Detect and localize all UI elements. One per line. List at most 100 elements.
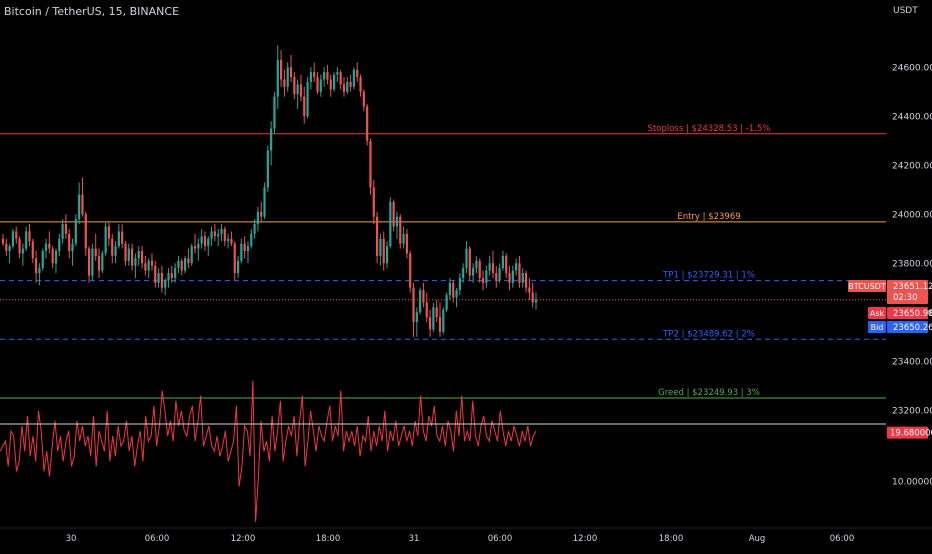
candle[interactable] xyxy=(177,255,180,274)
candle[interactable] xyxy=(61,219,64,244)
candle[interactable] xyxy=(44,238,48,259)
candle[interactable] xyxy=(121,224,124,249)
candle[interactable] xyxy=(359,74,362,97)
candle[interactable] xyxy=(366,104,369,146)
candle[interactable] xyxy=(243,236,246,259)
candle[interactable] xyxy=(51,246,54,269)
candle[interactable] xyxy=(412,282,415,337)
candle[interactable] xyxy=(35,251,38,283)
candle[interactable] xyxy=(448,277,452,300)
candle[interactable] xyxy=(58,233,61,256)
candle[interactable] xyxy=(279,50,283,87)
candle[interactable] xyxy=(174,263,177,283)
candle[interactable] xyxy=(71,238,74,266)
candle[interactable] xyxy=(74,214,77,247)
candle[interactable] xyxy=(303,86,306,124)
candle[interactable] xyxy=(508,265,511,291)
candle[interactable] xyxy=(38,263,41,286)
candle[interactable] xyxy=(270,121,273,166)
candle[interactable] xyxy=(306,77,309,119)
candle[interactable] xyxy=(491,251,495,278)
candle[interactable] xyxy=(485,265,488,288)
candle[interactable] xyxy=(217,228,220,247)
candle[interactable] xyxy=(15,226,18,244)
candle[interactable] xyxy=(160,265,164,293)
candle[interactable] xyxy=(286,62,289,92)
candle[interactable] xyxy=(150,253,154,271)
candle[interactable] xyxy=(528,277,531,300)
candle[interactable] xyxy=(432,302,435,332)
candle[interactable] xyxy=(180,258,183,276)
candle[interactable] xyxy=(210,226,213,247)
candle[interactable] xyxy=(475,255,478,274)
candle[interactable] xyxy=(468,246,471,281)
candle[interactable] xyxy=(21,243,24,266)
candle[interactable] xyxy=(524,270,528,293)
candle[interactable] xyxy=(316,72,319,95)
candle[interactable] xyxy=(18,236,21,259)
candle[interactable] xyxy=(346,77,349,95)
candle[interactable] xyxy=(140,246,144,269)
candle[interactable] xyxy=(299,74,303,102)
candle[interactable] xyxy=(236,255,240,278)
candle[interactable] xyxy=(183,255,187,274)
candle[interactable] xyxy=(11,228,15,249)
candle[interactable] xyxy=(399,214,402,249)
candle[interactable] xyxy=(240,238,243,264)
candle[interactable] xyxy=(409,251,412,293)
candle[interactable] xyxy=(68,228,71,259)
candle[interactable] xyxy=(250,228,253,249)
candle[interactable] xyxy=(87,246,91,283)
candle[interactable] xyxy=(481,270,485,291)
candle[interactable] xyxy=(147,258,150,278)
candle[interactable] xyxy=(425,292,428,323)
candle[interactable] xyxy=(263,182,266,220)
candle[interactable] xyxy=(385,241,389,269)
candle[interactable] xyxy=(233,241,236,281)
candle[interactable] xyxy=(362,89,365,112)
candle[interactable] xyxy=(395,211,399,239)
candle[interactable] xyxy=(511,265,514,288)
candle[interactable] xyxy=(319,74,322,97)
candle[interactable] xyxy=(488,255,491,276)
candle[interactable] xyxy=(253,219,256,239)
candle[interactable] xyxy=(293,72,296,100)
candle[interactable] xyxy=(193,233,197,254)
candle[interactable] xyxy=(442,307,445,335)
candle[interactable] xyxy=(107,221,111,247)
candle[interactable] xyxy=(518,255,521,288)
candle[interactable] xyxy=(313,62,316,82)
candle[interactable] xyxy=(283,69,286,97)
candle[interactable] xyxy=(465,241,468,274)
candle[interactable] xyxy=(515,258,518,276)
candle[interactable] xyxy=(534,292,538,310)
candle[interactable] xyxy=(1,233,5,247)
candle[interactable] xyxy=(197,238,200,261)
candle[interactable] xyxy=(137,246,140,266)
candle[interactable] xyxy=(455,287,458,308)
candles-layer[interactable] xyxy=(1,45,538,337)
candle[interactable] xyxy=(81,177,84,217)
candle[interactable] xyxy=(372,179,375,225)
candle[interactable] xyxy=(332,72,336,92)
candle[interactable] xyxy=(64,214,68,239)
candle[interactable] xyxy=(521,268,524,288)
candle[interactable] xyxy=(164,277,167,296)
candle[interactable] xyxy=(478,258,481,283)
candle[interactable] xyxy=(402,226,405,249)
candle[interactable] xyxy=(190,243,193,266)
candle[interactable] xyxy=(382,231,385,271)
candle[interactable] xyxy=(392,199,395,232)
candle[interactable] xyxy=(352,67,356,90)
candle[interactable] xyxy=(339,69,342,90)
candle[interactable] xyxy=(505,253,508,278)
candle[interactable] xyxy=(213,224,216,242)
candle[interactable] xyxy=(167,268,170,288)
candle[interactable] xyxy=(445,292,448,313)
candle[interactable] xyxy=(458,273,461,296)
candle[interactable] xyxy=(144,255,147,276)
candle[interactable] xyxy=(428,309,432,337)
candle[interactable] xyxy=(471,263,475,283)
candle[interactable] xyxy=(78,182,81,225)
